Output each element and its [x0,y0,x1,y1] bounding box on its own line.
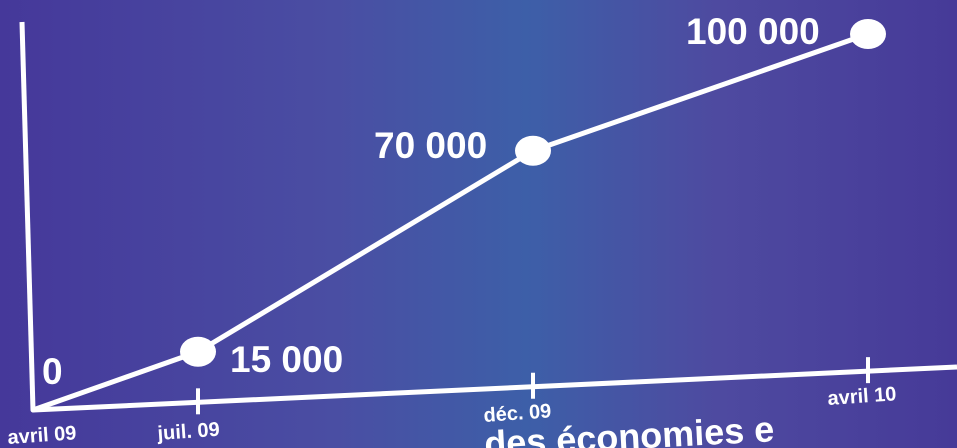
x-tick-label: avril 09 [7,422,77,448]
x-ticks [196,357,870,415]
data-point [515,135,551,166]
data-label: 70 000 [374,125,487,166]
x-axis [32,364,957,413]
y-axis [19,21,36,411]
data-label: 15 000 [230,339,343,380]
data-labels: 0 15 000 70 000 100 000 [42,11,820,392]
series-line [30,31,871,413]
data-label: 100 000 [686,11,820,52]
series-line-group [30,31,871,413]
data-point [850,19,886,49]
data-point [180,336,216,367]
data-label: 0 [42,351,63,392]
x-tick-label: juil. 09 [156,419,221,445]
x-tick-label: déc. 09 [483,400,552,427]
data-points [180,19,886,367]
axes [19,21,957,413]
x-tick-labels: avril 09 juil. 09 déc. 09 avril 10 [7,383,897,448]
x-tick-label: avril 10 [827,383,897,410]
